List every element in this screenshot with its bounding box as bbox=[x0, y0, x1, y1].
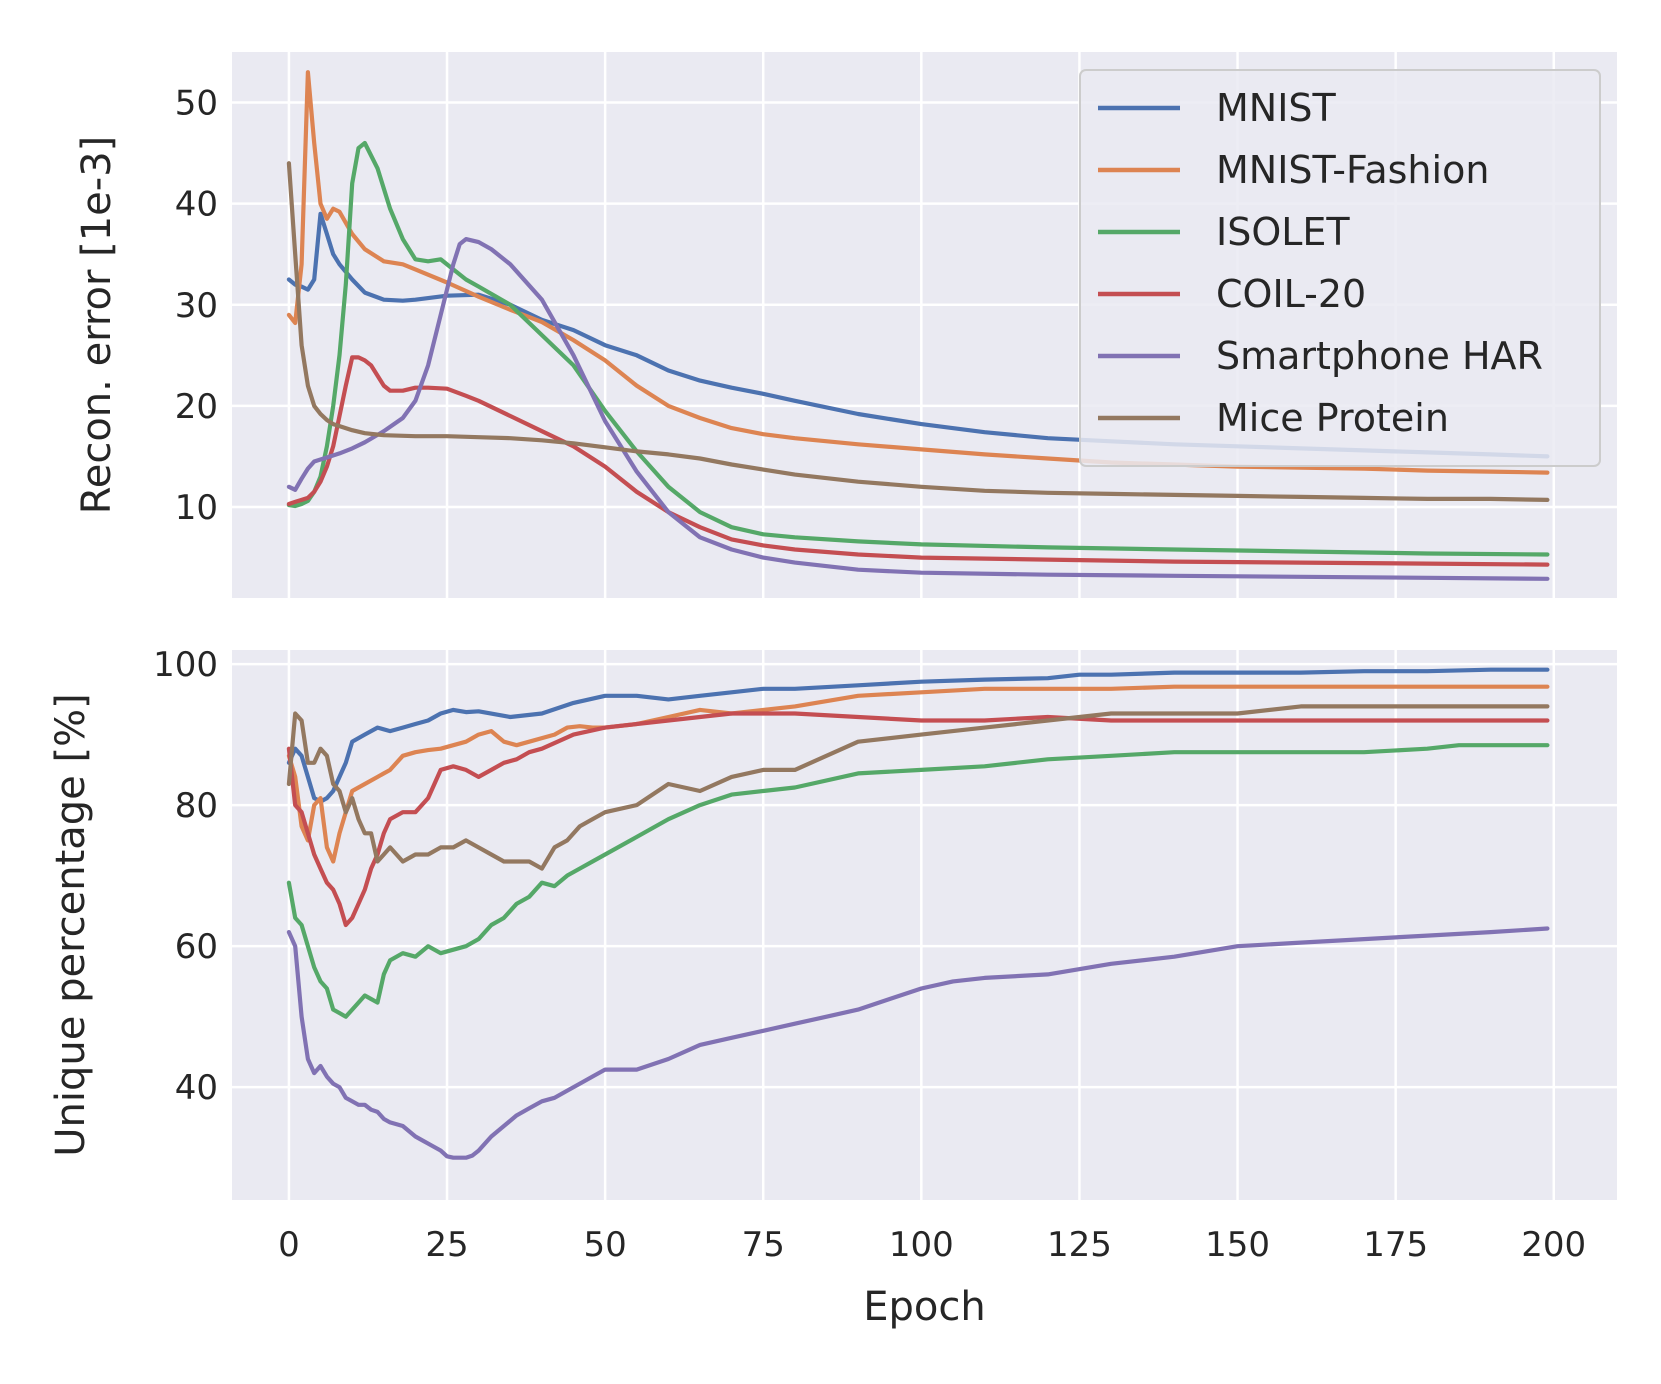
x-axis-label: Epoch bbox=[863, 1284, 985, 1330]
x-tick-label: 200 bbox=[1521, 1225, 1586, 1265]
y-tick-label: 30 bbox=[175, 286, 218, 326]
unique-percentage-panel: 40 60 80 100 0 25 50 75 100 125 150 175 200 Epoch Uniq… bbox=[48, 645, 1617, 1330]
legend-label: Mice Protein bbox=[1216, 396, 1449, 440]
series-line-mnist bbox=[286, 667, 1550, 804]
y-tick-label: 40 bbox=[175, 185, 218, 225]
series-line-smartphone-har bbox=[286, 237, 1550, 581]
x-tick-label: 75 bbox=[742, 1225, 785, 1265]
series-line-isolet bbox=[286, 743, 1550, 1019]
series-line-mice-protein bbox=[286, 704, 1550, 871]
x-tick-label: 25 bbox=[425, 1225, 468, 1265]
legend-box bbox=[1079, 69, 1601, 467]
series-line-mice-protein bbox=[286, 161, 1550, 502]
legend-label: MNIST bbox=[1216, 86, 1337, 130]
y-tick-label: 40 bbox=[175, 1068, 218, 1108]
x-tick-label: 125 bbox=[1047, 1225, 1112, 1265]
y-tick-label: 60 bbox=[175, 927, 218, 967]
legend: MNIST MNIST-Fashion ISOLET COIL-20 Smartphon… bbox=[1079, 69, 1601, 467]
series-line-coil-20 bbox=[286, 711, 1550, 928]
y-tick-label: 100 bbox=[153, 645, 218, 685]
x-tick-label: 50 bbox=[583, 1225, 626, 1265]
y-tick-label: 10 bbox=[175, 488, 218, 528]
x-tick-label: 150 bbox=[1205, 1225, 1270, 1265]
series-line-smartphone-har bbox=[286, 926, 1550, 1160]
legend-label: Smartphone HAR bbox=[1216, 334, 1543, 378]
y-axis-label: Recon. error [1e-3] bbox=[74, 136, 120, 515]
y-tick-label: 80 bbox=[175, 786, 218, 826]
x-tick-label: 100 bbox=[889, 1225, 954, 1265]
y-tick-label: 20 bbox=[175, 387, 218, 427]
x-tick-label: 175 bbox=[1363, 1225, 1428, 1265]
x-tick-label: 0 bbox=[278, 1225, 300, 1265]
legend-label: MNIST-Fashion bbox=[1216, 148, 1489, 192]
legend-label: COIL-20 bbox=[1216, 272, 1366, 316]
series-line-mnist-fashion bbox=[286, 684, 1550, 864]
legend-label: ISOLET bbox=[1216, 210, 1350, 254]
y-axis-label: Unique percentage [%] bbox=[48, 693, 94, 1156]
y-tick-label: 50 bbox=[175, 84, 218, 124]
